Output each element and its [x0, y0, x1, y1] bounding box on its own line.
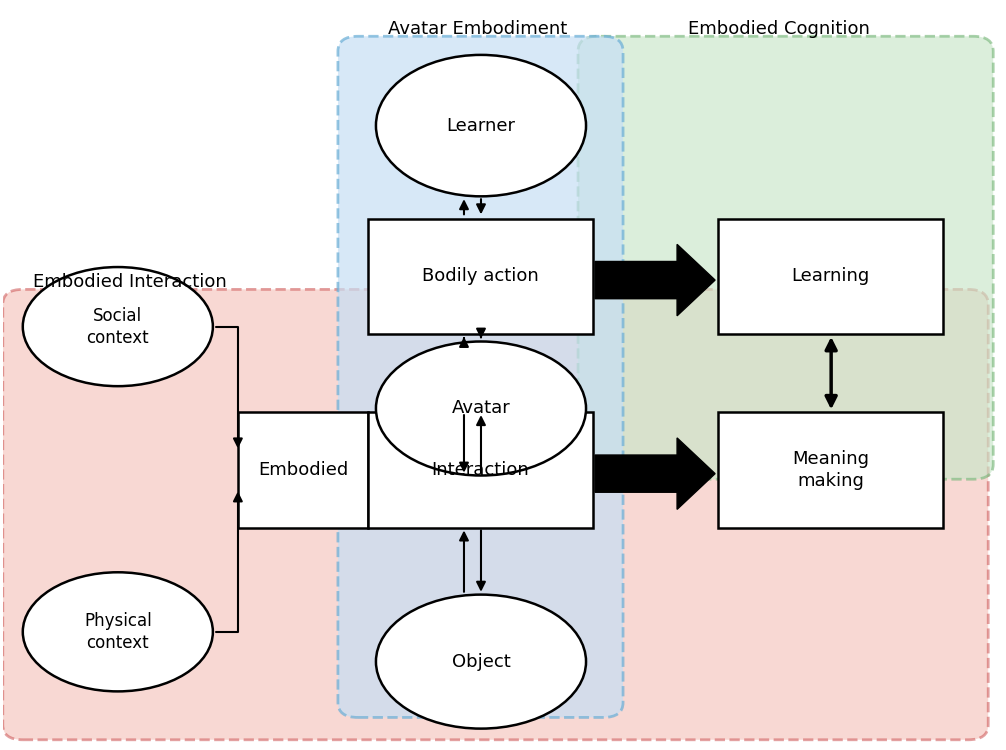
FancyBboxPatch shape: [237, 413, 368, 527]
Text: Avatar Embodiment: Avatar Embodiment: [388, 20, 567, 38]
FancyBboxPatch shape: [578, 36, 993, 479]
Text: Social
context: Social context: [87, 307, 149, 347]
Text: Embodied: Embodied: [258, 461, 348, 479]
Text: Embodied Interaction: Embodied Interaction: [33, 273, 226, 291]
Text: Meaning
making: Meaning making: [792, 450, 869, 490]
FancyBboxPatch shape: [338, 36, 623, 718]
FancyBboxPatch shape: [718, 413, 944, 527]
Text: Avatar: Avatar: [452, 400, 510, 418]
Ellipse shape: [23, 572, 213, 692]
FancyBboxPatch shape: [368, 413, 594, 527]
Text: Interaction: Interaction: [432, 461, 529, 479]
Text: Embodied Cognition: Embodied Cognition: [688, 20, 870, 38]
Polygon shape: [595, 438, 715, 509]
Text: Learning: Learning: [792, 267, 870, 285]
Polygon shape: [595, 244, 715, 316]
FancyBboxPatch shape: [368, 219, 594, 334]
FancyBboxPatch shape: [3, 290, 988, 740]
Ellipse shape: [376, 341, 586, 476]
Ellipse shape: [376, 55, 586, 196]
FancyBboxPatch shape: [718, 219, 944, 334]
Text: Physical
context: Physical context: [83, 612, 152, 652]
Ellipse shape: [23, 267, 213, 386]
Text: Object: Object: [452, 652, 510, 670]
Ellipse shape: [376, 595, 586, 728]
Text: Learner: Learner: [447, 116, 515, 134]
Text: Bodily action: Bodily action: [423, 267, 539, 285]
